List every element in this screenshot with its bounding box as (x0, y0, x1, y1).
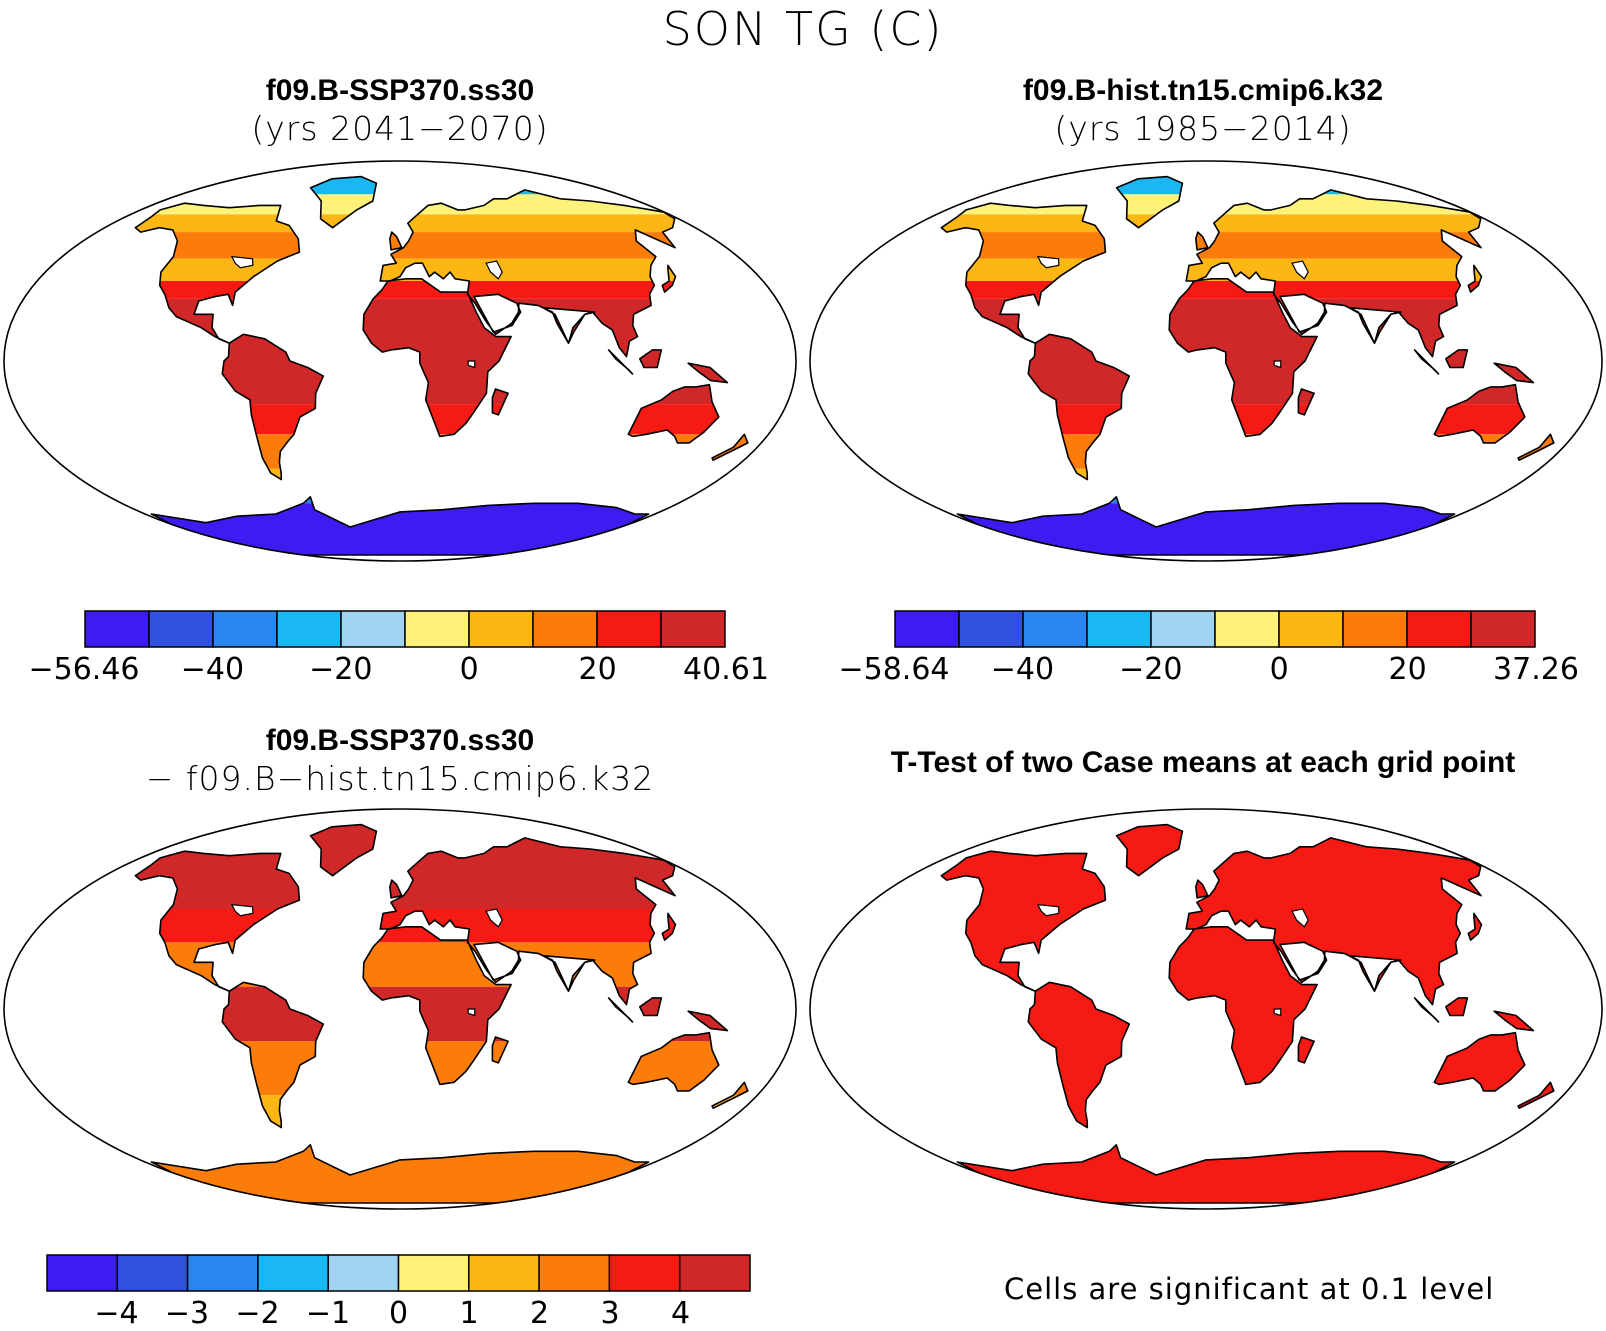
colorbar-swatch (538, 1254, 611, 1292)
colorbar-swatch (468, 1254, 540, 1292)
colorbar-tick-label: 3 (600, 1296, 620, 1331)
panel-1-case-name: f09.B-SSP370.ss30 (265, 74, 535, 107)
map-panel-2 (809, 160, 1603, 562)
significance-note: Cells are significant at 0.1 level (1004, 1272, 1495, 1306)
colorbar-tick-label: −56.46 (28, 652, 140, 687)
colorbar-swatch (958, 610, 1024, 648)
colorbar-tick-label: −2 (235, 1296, 280, 1331)
panel-3-title: f09.B-SSP370.ss30 − f09.B−hist.tn15.cmip… (0, 722, 800, 798)
colorbar-swatch (397, 1254, 470, 1292)
colorbar-swatch (1086, 610, 1152, 648)
colorbar-tick-label: −1 (305, 1296, 351, 1331)
colorbar-swatch (608, 1254, 681, 1292)
colorbar-swatch (1022, 610, 1088, 648)
colorbar-swatch (1214, 610, 1280, 648)
map-border (809, 808, 1603, 1210)
colorbar-tick-label: 0 (388, 1296, 409, 1331)
colorbar-swatch (257, 1254, 329, 1292)
colorbar-swatch (404, 610, 470, 648)
colorbar-swatch (1150, 610, 1216, 648)
coastline (134, 175, 749, 556)
panel-4-ttest-title: T-Test of two Case means at each grid po… (890, 746, 1516, 779)
panel-1-years: (yrs 2041−2070) (251, 109, 549, 148)
colorbar-tick-label: 4 (670, 1296, 691, 1331)
colorbar-panel-3 (46, 1254, 751, 1292)
colorbar-swatch (1278, 610, 1344, 648)
colorbar-tick-label: −20 (1119, 652, 1183, 687)
colorbar-swatch (276, 610, 342, 648)
colorbar-swatch (340, 610, 406, 648)
map-border (3, 808, 797, 1210)
panel-3-case-name: f09.B-SSP370.ss30 (265, 724, 535, 757)
panel-3-diff-case: − f09.B−hist.tn15.cmip6.k32 (145, 759, 655, 798)
colorbar-swatch (46, 1254, 119, 1292)
colorbar-swatch (327, 1254, 400, 1292)
coastline (940, 823, 1555, 1204)
map-border (3, 160, 797, 562)
panel-2-case-name: f09.B-hist.tn15.cmip6.k32 (1022, 74, 1384, 107)
figure-title: SON TG (C) (662, 2, 944, 56)
colorbar-tick-label: 1 (459, 1296, 479, 1331)
colorbar-swatch (596, 610, 662, 648)
colorbar-tick-label: 2 (529, 1296, 550, 1331)
panel-2-title: f09.B-hist.tn15.cmip6.k32 (yrs 1985−2014… (800, 72, 1606, 148)
colorbar-swatch (212, 610, 278, 648)
colorbar-swatch (186, 1254, 259, 1292)
colorbar-tick-label: −20 (309, 652, 373, 687)
map-panel-3 (3, 808, 797, 1210)
lakes (230, 903, 503, 1017)
lakes (1036, 255, 1309, 369)
map-panel-1 (3, 160, 797, 562)
panel-4-title: T-Test of two Case means at each grid po… (800, 744, 1606, 782)
map-border (809, 160, 1603, 562)
colorbar-panel-2 (894, 610, 1536, 648)
colorbar-swatch (468, 610, 534, 648)
map-panel-4 (809, 808, 1603, 1210)
colorbar-panel-1-labels: −56.46 −40 −20 0 20 40.61 (0, 652, 800, 692)
colorbar-tick-label: 0 (459, 652, 479, 687)
colorbar-tick-label: −58.64 (838, 652, 950, 687)
lakes (230, 255, 503, 369)
colorbar-panel-1 (84, 610, 726, 648)
colorbar-tick-label: −40 (990, 652, 1055, 687)
colorbar-swatch (1342, 610, 1408, 648)
colorbar-tick-label: 0 (1269, 652, 1289, 687)
panel-1-title: f09.B-SSP370.ss30 (yrs 2041−2070) (0, 72, 800, 148)
lakes (1036, 903, 1309, 1017)
coastline (940, 175, 1555, 556)
colorbar-swatch (678, 1254, 751, 1292)
colorbar-swatch (116, 1254, 189, 1292)
panel-2-years: (yrs 1985−2014) (1054, 109, 1352, 148)
colorbar-swatch (1470, 610, 1536, 648)
colorbar-swatch (894, 610, 960, 648)
coastline (134, 823, 749, 1204)
colorbar-swatch (148, 610, 214, 648)
colorbar-tick-label: −4 (94, 1296, 139, 1331)
colorbar-tick-label: −3 (164, 1296, 210, 1331)
colorbar-tick-label: 37.26 (1493, 652, 1579, 687)
colorbar-swatch (660, 610, 726, 648)
colorbar-swatch (1406, 610, 1472, 648)
colorbar-tick-label: −40 (180, 652, 245, 687)
colorbar-tick-label: 20 (1388, 652, 1427, 687)
colorbar-panel-3-labels: −4 −3 −2 −1 0 1 2 3 4 (0, 1296, 800, 1331)
colorbar-swatch (84, 610, 150, 648)
colorbar-tick-label: 20 (578, 652, 617, 687)
colorbar-tick-label: 40.61 (683, 652, 769, 687)
colorbar-panel-2-labels: −58.64 −40 −20 0 20 37.26 (0, 652, 1606, 692)
colorbar-swatch (532, 610, 598, 648)
